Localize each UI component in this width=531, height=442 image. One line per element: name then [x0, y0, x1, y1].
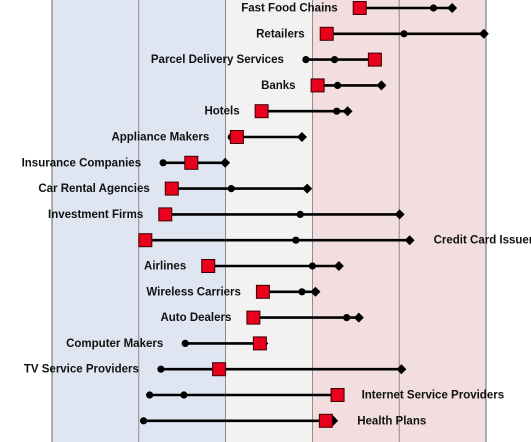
value-marker [367, 52, 382, 67]
value-marker [352, 1, 367, 15]
value-marker [138, 233, 153, 248]
category-label: Car Rental Agencies [38, 183, 149, 195]
category-label: Wireless Carriers [146, 286, 241, 298]
category-label: Fast Food Chains [241, 3, 337, 15]
category-label: Parcel Delivery Services [151, 54, 284, 66]
range-min-dot [159, 159, 167, 167]
value-marker [212, 362, 227, 377]
value-marker [319, 26, 334, 41]
value-marker [254, 104, 269, 119]
range-max-diamond [353, 312, 364, 323]
value-marker [246, 310, 261, 325]
category-label: Computer Makers [66, 338, 163, 350]
category-label: Appliance Makers [111, 132, 209, 144]
category-label: Retailers [256, 28, 305, 40]
value-marker [201, 259, 216, 273]
value-marker [164, 181, 179, 196]
category-label: Insurance Companies [22, 157, 142, 169]
plot-border [51, 0, 487, 442]
category-label: Internet Service Providers [362, 390, 505, 402]
category-label: Credit Card Issuers [434, 235, 531, 247]
range-dot [227, 185, 235, 193]
category-label: Airlines [144, 261, 186, 273]
range-dot [429, 4, 438, 12]
background-band-2 [225, 0, 313, 442]
category-label: TV Service Providers [24, 364, 139, 376]
range-min-dot [139, 417, 148, 425]
value-marker [330, 388, 345, 402]
range-max-diamond [342, 106, 353, 117]
range-dot [343, 314, 351, 322]
category-label: Auto Dealers [160, 312, 231, 324]
range-dot [292, 236, 300, 244]
range-min-dot [302, 56, 310, 64]
range-max-diamond [394, 209, 405, 220]
range-min-dot [157, 365, 165, 373]
range-dot [333, 107, 341, 115]
range-dot [180, 391, 188, 399]
category-label: Banks [261, 80, 296, 92]
range-max-diamond [302, 183, 313, 194]
range-dot [330, 56, 339, 64]
value-marker [229, 130, 244, 144]
value-marker [252, 336, 267, 351]
range-dot [308, 262, 316, 270]
category-label: Investment Firms [48, 209, 143, 221]
range-max-diamond [333, 261, 344, 271]
range-max-diamond [396, 364, 407, 375]
range-max-diamond [478, 28, 489, 39]
value-marker [318, 413, 333, 428]
value-marker [255, 284, 270, 299]
category-label: Health Plans [357, 415, 426, 427]
range-min-dot [146, 391, 154, 399]
range-max-diamond [220, 157, 231, 168]
value-marker [310, 78, 325, 93]
range-max-diamond [447, 3, 458, 13]
category-label: Hotels [204, 106, 239, 118]
range-max-diamond [296, 132, 307, 142]
range-dot [296, 210, 304, 218]
range-max-diamond [376, 80, 387, 91]
range-dot [333, 81, 342, 89]
value-marker [158, 207, 173, 222]
range-max-diamond [404, 235, 415, 246]
value-marker [184, 155, 199, 170]
range-dot [400, 30, 408, 38]
range-dot [298, 288, 306, 296]
range-min-dot [181, 339, 189, 347]
range-max-diamond [310, 286, 321, 297]
